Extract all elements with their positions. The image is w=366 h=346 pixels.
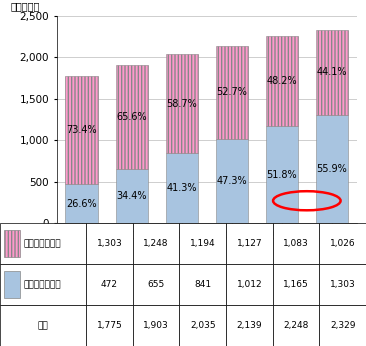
Bar (179, 223, 226, 264)
Bar (319, 264, 366, 305)
Text: 1,012: 1,012 (236, 280, 262, 289)
Bar (273, 264, 319, 305)
Bar (315, 30, 348, 115)
Text: スマートフォン: スマートフォン (24, 280, 61, 289)
Text: 55.9%: 55.9% (317, 164, 347, 174)
Bar (132, 223, 179, 264)
Text: 2,139: 2,139 (236, 321, 262, 330)
Bar (165, 54, 198, 153)
Text: 65.6%: 65.6% (116, 112, 147, 122)
Text: 26.6%: 26.6% (66, 199, 97, 209)
Text: 1,903: 1,903 (143, 321, 169, 330)
Text: 合計: 合計 (38, 321, 48, 330)
Text: 655: 655 (147, 280, 165, 289)
Bar (116, 169, 148, 223)
Text: 2,329: 2,329 (330, 321, 355, 330)
Bar (226, 223, 273, 264)
Bar (273, 223, 319, 264)
Text: 47.3%: 47.3% (216, 176, 247, 186)
Text: 472: 472 (101, 280, 118, 289)
Bar (86, 223, 132, 264)
Text: 1,026: 1,026 (330, 239, 355, 248)
Bar (66, 184, 98, 223)
Text: 52.7%: 52.7% (216, 87, 247, 97)
Bar (216, 46, 248, 139)
Text: 1,303: 1,303 (97, 239, 122, 248)
Bar (266, 36, 298, 126)
Text: 841: 841 (194, 280, 211, 289)
Bar (0, 264, 86, 305)
Bar (66, 76, 98, 184)
Bar (165, 153, 198, 223)
Text: 2,035: 2,035 (190, 321, 216, 330)
Text: 1,083: 1,083 (283, 239, 309, 248)
Bar (4, 271, 20, 298)
Text: （百万台）: （百万台） (10, 1, 40, 11)
Bar (132, 305, 179, 346)
Bar (319, 223, 366, 264)
Text: 1,303: 1,303 (330, 280, 355, 289)
Text: 51.8%: 51.8% (266, 170, 297, 180)
Bar (315, 115, 348, 223)
Bar (0, 223, 86, 264)
Bar (216, 139, 248, 223)
Text: 1,127: 1,127 (236, 239, 262, 248)
Text: 41.3%: 41.3% (167, 183, 197, 193)
Bar (86, 264, 132, 305)
Text: 48.2%: 48.2% (266, 76, 297, 86)
Bar (226, 264, 273, 305)
Bar (226, 305, 273, 346)
Bar (0, 305, 86, 346)
Text: 73.4%: 73.4% (66, 125, 97, 135)
Text: 1,194: 1,194 (190, 239, 216, 248)
Bar (116, 65, 148, 169)
Text: 44.1%: 44.1% (317, 67, 347, 78)
Text: その他携帯電話: その他携帯電話 (24, 239, 61, 248)
Bar (86, 305, 132, 346)
Bar (132, 264, 179, 305)
Text: 1,165: 1,165 (283, 280, 309, 289)
Text: 1,775: 1,775 (97, 321, 122, 330)
Text: 58.7%: 58.7% (167, 99, 197, 109)
Bar (319, 305, 366, 346)
Bar (273, 305, 319, 346)
Text: 1,248: 1,248 (143, 239, 169, 248)
Bar (266, 126, 298, 223)
Bar (179, 305, 226, 346)
Text: 34.4%: 34.4% (116, 191, 147, 201)
Bar (179, 264, 226, 305)
Bar (4, 230, 20, 257)
Text: 2,248: 2,248 (283, 321, 309, 330)
